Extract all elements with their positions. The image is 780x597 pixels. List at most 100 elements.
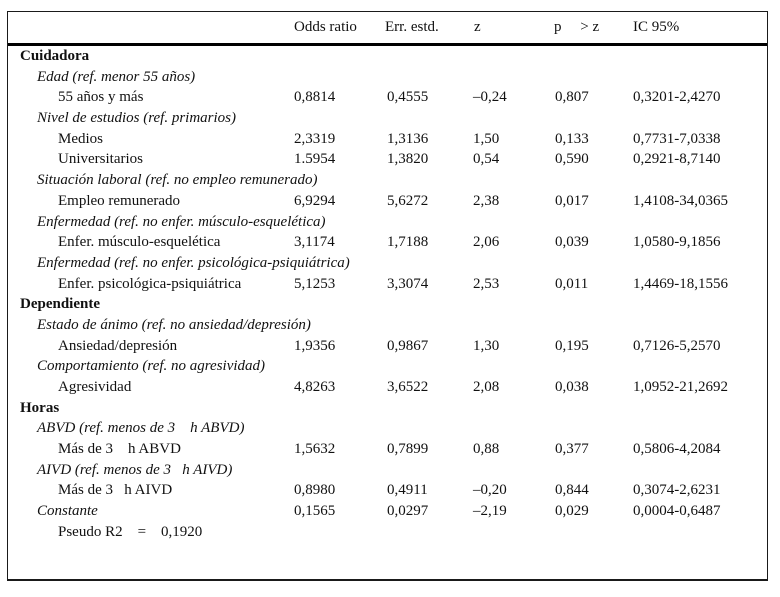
cell-odds-ratio: 1,5632 bbox=[294, 441, 336, 458]
cell-p-value: 0,590 bbox=[555, 151, 589, 168]
table-row: Enfermedad (ref. no enfer. psicológica-p… bbox=[8, 253, 767, 274]
cell-ci-95: 1,4108-34,0365 bbox=[633, 192, 728, 209]
row-label: Enfermedad (ref. no enfer. músculo-esque… bbox=[37, 213, 326, 230]
table-row: Estado de ánimo (ref. no ansiedad/depres… bbox=[8, 315, 767, 336]
cell-odds-ratio: 5,1253 bbox=[294, 275, 336, 292]
cell-ci-95: 0,3074-2,6231 bbox=[633, 482, 721, 499]
table-row: Pseudo R2 = 0,1920 bbox=[8, 522, 767, 543]
table-row: Situación laboral (ref. no empleo remune… bbox=[8, 170, 767, 191]
row-label: Situación laboral (ref. no empleo remune… bbox=[37, 172, 318, 189]
table-header-row: Odds ratio Err. estd. z p > z IC 95% bbox=[8, 12, 767, 46]
cell-z: 0,88 bbox=[473, 441, 500, 458]
row-label: Más de 3 h AIVD bbox=[58, 482, 173, 499]
cell-ci-95: 0,2921-8,7140 bbox=[633, 151, 721, 168]
cell-p-value: 0,844 bbox=[555, 482, 589, 499]
row-label: ABVD (ref. menos de 3 h ABVD) bbox=[37, 420, 245, 437]
column-header-z: z bbox=[474, 19, 481, 35]
column-header-std-err: Err. estd. bbox=[385, 19, 439, 35]
row-label: Comportamiento (ref. no agresividad) bbox=[37, 358, 266, 375]
cell-std-err: 1,3136 bbox=[387, 130, 429, 147]
row-label: Constante bbox=[37, 503, 98, 520]
row-label: Nivel de estudios (ref. primarios) bbox=[37, 110, 237, 127]
cell-p-value: 0,039 bbox=[555, 234, 589, 251]
cell-z: 2,08 bbox=[473, 379, 500, 395]
row-label: Horas bbox=[20, 399, 60, 416]
row-label: Enfermedad (ref. no enfer. psicológica-p… bbox=[37, 254, 350, 271]
table-row: Nivel de estudios (ref. primarios) bbox=[8, 108, 767, 129]
cell-ci-95: 0,5806-4,2084 bbox=[633, 441, 721, 458]
cell-std-err: 0,7899 bbox=[387, 441, 429, 458]
cell-z: 1,30 bbox=[473, 337, 500, 354]
table-row: Edad (ref. menor 55 años) bbox=[8, 67, 767, 88]
row-label: Ansiedad/depresión bbox=[58, 337, 178, 354]
table-row: Enfer. psicológica-psiquiátrica 5,1253 3,3… bbox=[8, 274, 767, 295]
cell-std-err: 1,7188 bbox=[387, 234, 429, 251]
row-label: Pseudo R2 = 0,1920 bbox=[58, 523, 203, 540]
column-header-ci-95: IC 95% bbox=[633, 19, 680, 35]
cell-p-value: 0,011 bbox=[555, 275, 589, 292]
cell-p-value: 0,017 bbox=[555, 192, 589, 209]
cell-z: 0,54 bbox=[473, 151, 500, 168]
cell-z: 1,50 bbox=[473, 130, 500, 147]
cell-z: 2,06 bbox=[473, 234, 500, 251]
column-header-p-gt-z: p > z bbox=[554, 19, 600, 35]
cell-ci-95: 0,7126-5,2570 bbox=[633, 337, 721, 354]
cell-z: –2,19 bbox=[473, 503, 507, 520]
row-label: Estado de ánimo (ref. no ansiedad/depres… bbox=[37, 316, 311, 333]
row-label: Agresividad bbox=[58, 379, 132, 395]
cell-odds-ratio: 4,8263 bbox=[294, 379, 336, 395]
table-row: Agresividad 4,8263 3,6522 2,08 0,038 1,0952-2… bbox=[8, 377, 767, 398]
row-label: Enfer. músculo-esquelética bbox=[58, 234, 221, 251]
cell-ci-95: 0,0004-0,6487 bbox=[633, 503, 721, 520]
cell-odds-ratio: 6,9294 bbox=[294, 192, 336, 209]
cell-p-value: 0,029 bbox=[555, 503, 589, 520]
table-row: Enfer. músculo-esquelética 3,1174 1,7188 2,… bbox=[8, 232, 767, 253]
cell-odds-ratio: 2,3319 bbox=[294, 130, 336, 147]
cell-std-err: 3,3074 bbox=[387, 275, 429, 292]
table-row: Universitarios 1.5954 1,3820 0,54 0,590 0,292… bbox=[8, 149, 767, 170]
table-row: Comportamiento (ref. no agresividad) bbox=[8, 356, 767, 377]
cell-odds-ratio: 1.5954 bbox=[294, 151, 336, 168]
table-row: Cuidadora bbox=[8, 46, 767, 67]
row-label: Más de 3 h ABVD bbox=[58, 441, 181, 458]
table-row: Constante 0,1565 0,0297 –2,19 0,029 0,0004-0,… bbox=[8, 501, 767, 522]
row-label: Universitarios bbox=[58, 151, 143, 168]
cell-z: 2,53 bbox=[473, 275, 500, 292]
table-row: Horas bbox=[8, 398, 767, 419]
row-label: Empleo remunerado bbox=[58, 192, 181, 209]
cell-p-value: 0,133 bbox=[555, 130, 589, 147]
cell-std-err: 1,3820 bbox=[387, 151, 429, 168]
table-row: Enfermedad (ref. no enfer. músculo-esque… bbox=[8, 212, 767, 233]
cell-z: –0,24 bbox=[473, 89, 507, 106]
table-body: Cuidadora Edad (ref. menor 55 años) 55 año… bbox=[8, 46, 767, 543]
cell-p-value: 0,377 bbox=[555, 441, 589, 458]
cell-odds-ratio: 0,8814 bbox=[294, 89, 336, 106]
cell-std-err: 5,6272 bbox=[387, 192, 429, 209]
cell-std-err: 3,6522 bbox=[387, 379, 429, 395]
cell-z: 2,38 bbox=[473, 192, 500, 209]
cell-ci-95: 1,0952-21,2692 bbox=[633, 379, 728, 395]
cell-odds-ratio: 1,9356 bbox=[294, 337, 336, 354]
cell-std-err: 0,4555 bbox=[387, 89, 429, 106]
cell-ci-95: 0,7731-7,0338 bbox=[633, 130, 721, 147]
cell-odds-ratio: 3,1174 bbox=[294, 234, 335, 251]
row-label: Dependiente bbox=[20, 296, 100, 313]
row-label: Medios bbox=[58, 130, 103, 147]
table-row: Más de 3 h AIVD 0,8980 0,4911 –0,20 0,844 0,3… bbox=[8, 480, 767, 501]
cell-z: –0,20 bbox=[473, 482, 507, 499]
cell-odds-ratio: 0,1565 bbox=[294, 503, 336, 520]
cell-ci-95: 1,0580-9,1856 bbox=[633, 234, 721, 251]
table-row: AIVD (ref. menos de 3 h AIVD) bbox=[8, 460, 767, 481]
cell-p-value: 0,195 bbox=[555, 337, 589, 354]
row-label: Edad (ref. menor 55 años) bbox=[37, 68, 196, 85]
table-row: Empleo remunerado 6,9294 5,6272 2,38 0,017 1,… bbox=[8, 191, 767, 212]
table-row: Dependiente bbox=[8, 294, 767, 315]
table-row: ABVD (ref. menos de 3 h ABVD) bbox=[8, 418, 767, 439]
table-row: Más de 3 h ABVD 1,5632 0,7899 0,88 0,377 0,58… bbox=[8, 439, 767, 460]
row-label: 55 años y más bbox=[58, 89, 144, 106]
cell-std-err: 0,0297 bbox=[387, 503, 429, 520]
cell-odds-ratio: 0,8980 bbox=[294, 482, 336, 499]
table-row: Ansiedad/depresión 1,9356 0,9867 1,30 0,195 0… bbox=[8, 336, 767, 357]
table-row: Medios 2,3319 1,3136 1,50 0,133 0,7731-7,0338 bbox=[8, 129, 767, 150]
